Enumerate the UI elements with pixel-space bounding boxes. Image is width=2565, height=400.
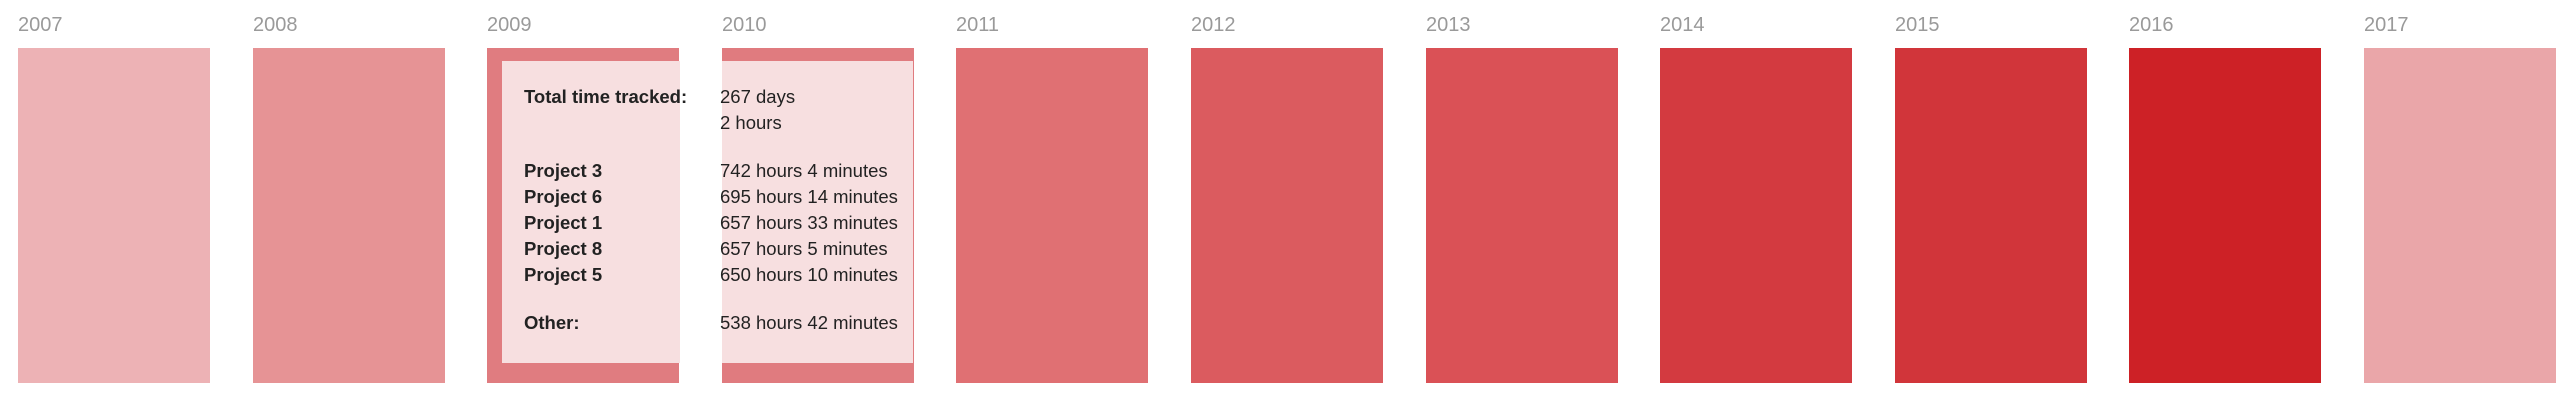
year-column-2008: 2008	[253, 0, 445, 400]
year-block-2013[interactable]	[1426, 48, 1618, 383]
year-block-2017[interactable]	[2364, 48, 2556, 383]
total-row-hours: 2 hours	[524, 110, 913, 136]
other-row: Other: 538 hours 42 minutes	[524, 310, 913, 336]
year-column-2013: 2013	[1426, 0, 1618, 400]
project-name: Project 6	[524, 186, 603, 207]
year-label: 2017	[2364, 14, 2409, 36]
project-hours: 695 hours 14 minutes	[720, 186, 898, 207]
year-block-2007[interactable]	[18, 48, 210, 383]
project-row: Project 1 657 hours 33 minutes	[524, 210, 913, 236]
year-block-2012[interactable]	[1191, 48, 1383, 383]
year-block-2016[interactable]	[2129, 48, 2321, 383]
total-label: Total time tracked:	[524, 86, 688, 107]
year-label: 2007	[18, 14, 63, 36]
project-row: Project 3 742 hours 4 minutes	[524, 158, 913, 184]
other-hours: 538 hours 42 minutes	[720, 312, 898, 333]
year-label: 2009	[487, 14, 532, 36]
year-block-2008[interactable]	[253, 48, 445, 383]
project-hours: 657 hours 33 minutes	[720, 212, 898, 233]
year-block-2014[interactable]	[1660, 48, 1852, 383]
year-block-2015[interactable]	[1895, 48, 2087, 383]
project-name: Project 5	[524, 264, 603, 285]
year-label: 2016	[2129, 14, 2174, 36]
year-column-2016: 2016	[2129, 0, 2321, 400]
year-block-2011[interactable]	[956, 48, 1148, 383]
year-column-2014: 2014	[1660, 0, 1852, 400]
tooltip-column-gap	[680, 61, 722, 363]
year-column-2015: 2015	[1895, 0, 2087, 400]
year-summary-tooltip: Total time tracked: 267 days 2 hours Pro…	[502, 61, 913, 363]
year-label: 2014	[1660, 14, 1705, 36]
project-row: Project 5 650 hours 10 minutes	[524, 262, 913, 288]
total-value-days: 267 days	[720, 86, 796, 107]
project-hours: 650 hours 10 minutes	[720, 264, 898, 285]
year-label: 2013	[1426, 14, 1471, 36]
project-name: Project 8	[524, 238, 603, 259]
year-column-2012: 2012	[1191, 0, 1383, 400]
project-row: Project 8 657 hours 5 minutes	[524, 236, 913, 262]
other-label: Other:	[524, 312, 580, 333]
year-column-2017: 2017	[2364, 0, 2556, 400]
year-label: 2012	[1191, 14, 1236, 36]
project-row: Project 6 695 hours 14 minutes	[524, 184, 913, 210]
project-hours: 657 hours 5 minutes	[720, 238, 888, 259]
year-label: 2015	[1895, 14, 1940, 36]
year-label: 2008	[253, 14, 298, 36]
year-label: 2010	[722, 14, 767, 36]
year-column-2007: 2007	[18, 0, 210, 400]
project-name: Project 1	[524, 212, 603, 233]
year-column-2011: 2011	[956, 0, 1148, 400]
total-value-hours: 2 hours	[720, 112, 782, 133]
project-name: Project 3	[524, 160, 603, 181]
year-label: 2011	[956, 14, 1000, 36]
total-row: Total time tracked: 267 days	[524, 84, 913, 110]
project-hours: 742 hours 4 minutes	[720, 160, 888, 181]
